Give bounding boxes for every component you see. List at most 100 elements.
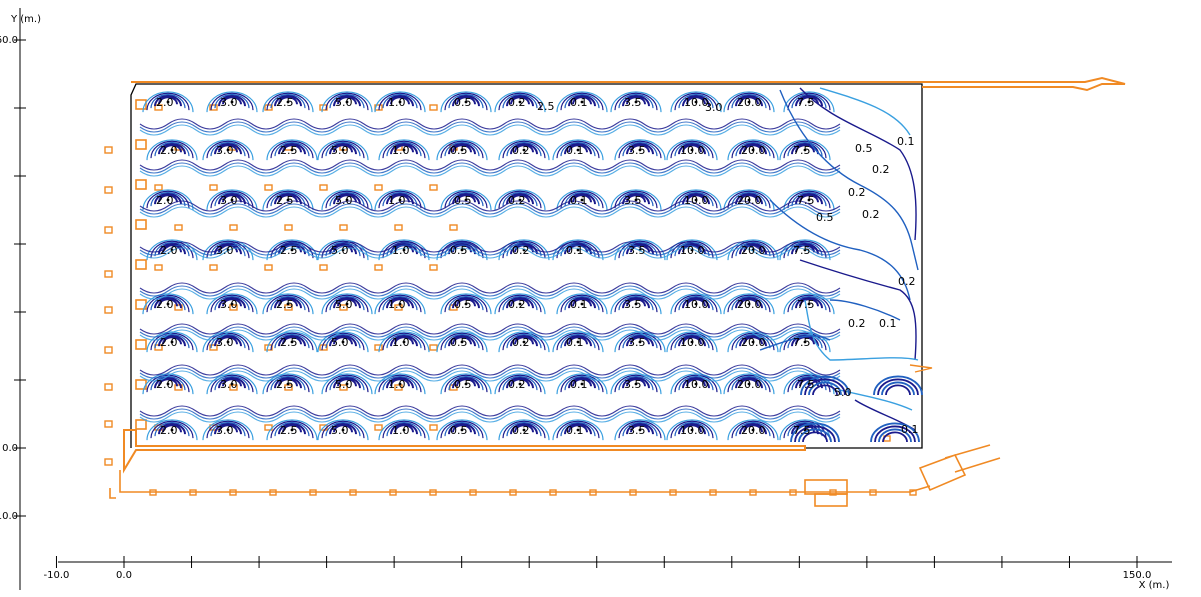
contour-ring <box>321 332 365 351</box>
contour-ring <box>614 294 658 313</box>
contour-ring <box>436 139 488 161</box>
luminaire-marker <box>174 304 183 311</box>
contour-ring <box>568 336 588 345</box>
luminaire-marker <box>174 384 183 391</box>
contour-ring <box>506 192 534 205</box>
contour-ring <box>218 424 238 433</box>
contour-label: 2.5 <box>280 144 298 157</box>
contour-ring <box>448 334 476 347</box>
luminaire-marker <box>589 489 597 496</box>
contour-ring <box>678 375 714 391</box>
contour-ring <box>674 294 718 313</box>
contour-ring <box>614 374 658 393</box>
annex-block <box>814 493 848 507</box>
contour-ring <box>150 93 186 109</box>
contour-ring <box>779 331 831 353</box>
luminaire-marker <box>284 224 293 231</box>
contour-ring <box>506 296 534 309</box>
luminaire-marker <box>374 184 383 191</box>
luminaire-marker <box>869 489 877 496</box>
contour-ring <box>278 422 306 435</box>
contour-ring <box>885 384 911 396</box>
contour-ring <box>682 192 710 205</box>
contour-ring <box>206 140 250 159</box>
contour-ring <box>321 189 373 211</box>
contour-ring <box>666 331 718 353</box>
luminaire-marker <box>189 489 197 496</box>
contour-ring <box>666 139 718 161</box>
contour-label: 0.2 <box>512 244 530 257</box>
luminaire-marker <box>429 424 438 431</box>
contour-ring <box>456 298 476 307</box>
contour-ring <box>146 139 198 161</box>
contour-ring <box>386 296 414 309</box>
contour-ring <box>448 93 484 109</box>
contour-ring <box>622 376 650 389</box>
contour-line <box>829 299 901 321</box>
luminaire-dot <box>464 302 468 306</box>
luminaire-marker <box>104 186 113 194</box>
contour-ring <box>874 425 916 443</box>
contour-label: 0.5 <box>454 194 472 207</box>
luminaire-marker <box>429 344 438 351</box>
luminaire-dot <box>341 428 345 432</box>
contour-ring <box>735 376 763 389</box>
contour-ring <box>317 419 369 441</box>
contour-ring <box>214 334 242 347</box>
luminaire-dot <box>230 382 234 386</box>
contour-ring <box>386 141 422 157</box>
contour-ring <box>790 422 840 443</box>
contour-ring <box>682 336 702 345</box>
contour-ring <box>321 91 373 113</box>
contour-ring <box>444 421 480 437</box>
contour-label: 0.2 <box>508 378 526 391</box>
contour-ring <box>444 374 488 393</box>
contour-ring <box>274 296 302 309</box>
contour-label: 0.2 <box>872 163 890 176</box>
contour-ring <box>374 373 426 395</box>
luminaire-marker <box>104 146 113 154</box>
contour-ring <box>514 144 534 153</box>
contour-ring <box>502 140 546 159</box>
luminaire-dot <box>230 100 234 104</box>
luminaire-marker <box>909 489 917 496</box>
contour-ring <box>210 421 246 437</box>
contour-ring <box>158 334 186 347</box>
luminaire-dot <box>398 100 402 104</box>
contour-ring <box>329 191 365 207</box>
contour-ring <box>150 332 194 351</box>
luminaire-dot <box>690 148 694 152</box>
contour-ring <box>743 144 763 153</box>
contour-ring <box>452 296 480 309</box>
contour-ring <box>158 96 178 105</box>
contour-ring <box>735 421 771 437</box>
luminaire-dot <box>345 382 349 386</box>
luminaire-marker <box>154 184 163 191</box>
contour-ring <box>877 378 919 396</box>
contour-ring <box>678 242 706 255</box>
contour-band <box>139 370 841 382</box>
luminaire-marker <box>429 264 438 271</box>
contour-ring <box>337 378 357 387</box>
contour-ring <box>325 141 361 157</box>
contour-ring <box>556 332 600 351</box>
contour-ring <box>723 293 775 315</box>
luminaire-marker <box>104 458 113 466</box>
contour-ring <box>572 298 592 307</box>
contour-ring <box>274 421 310 437</box>
contour-label: 2.0 <box>156 298 174 311</box>
contour-ring <box>333 94 361 107</box>
luminaire-marker <box>749 489 757 496</box>
contour-label: 0.5 <box>450 244 468 257</box>
contour-ring <box>739 378 759 387</box>
front-wall <box>123 429 806 474</box>
contour-ring <box>456 194 476 203</box>
contour-label: 3.0 <box>216 144 234 157</box>
contour-ring <box>154 192 182 205</box>
contour-ring <box>278 298 298 307</box>
luminaire-dot <box>286 382 290 386</box>
contour-ring <box>440 240 484 259</box>
contour-ring <box>731 93 767 109</box>
contour-label: 2.0 <box>160 424 178 437</box>
contour-ring <box>614 419 666 441</box>
